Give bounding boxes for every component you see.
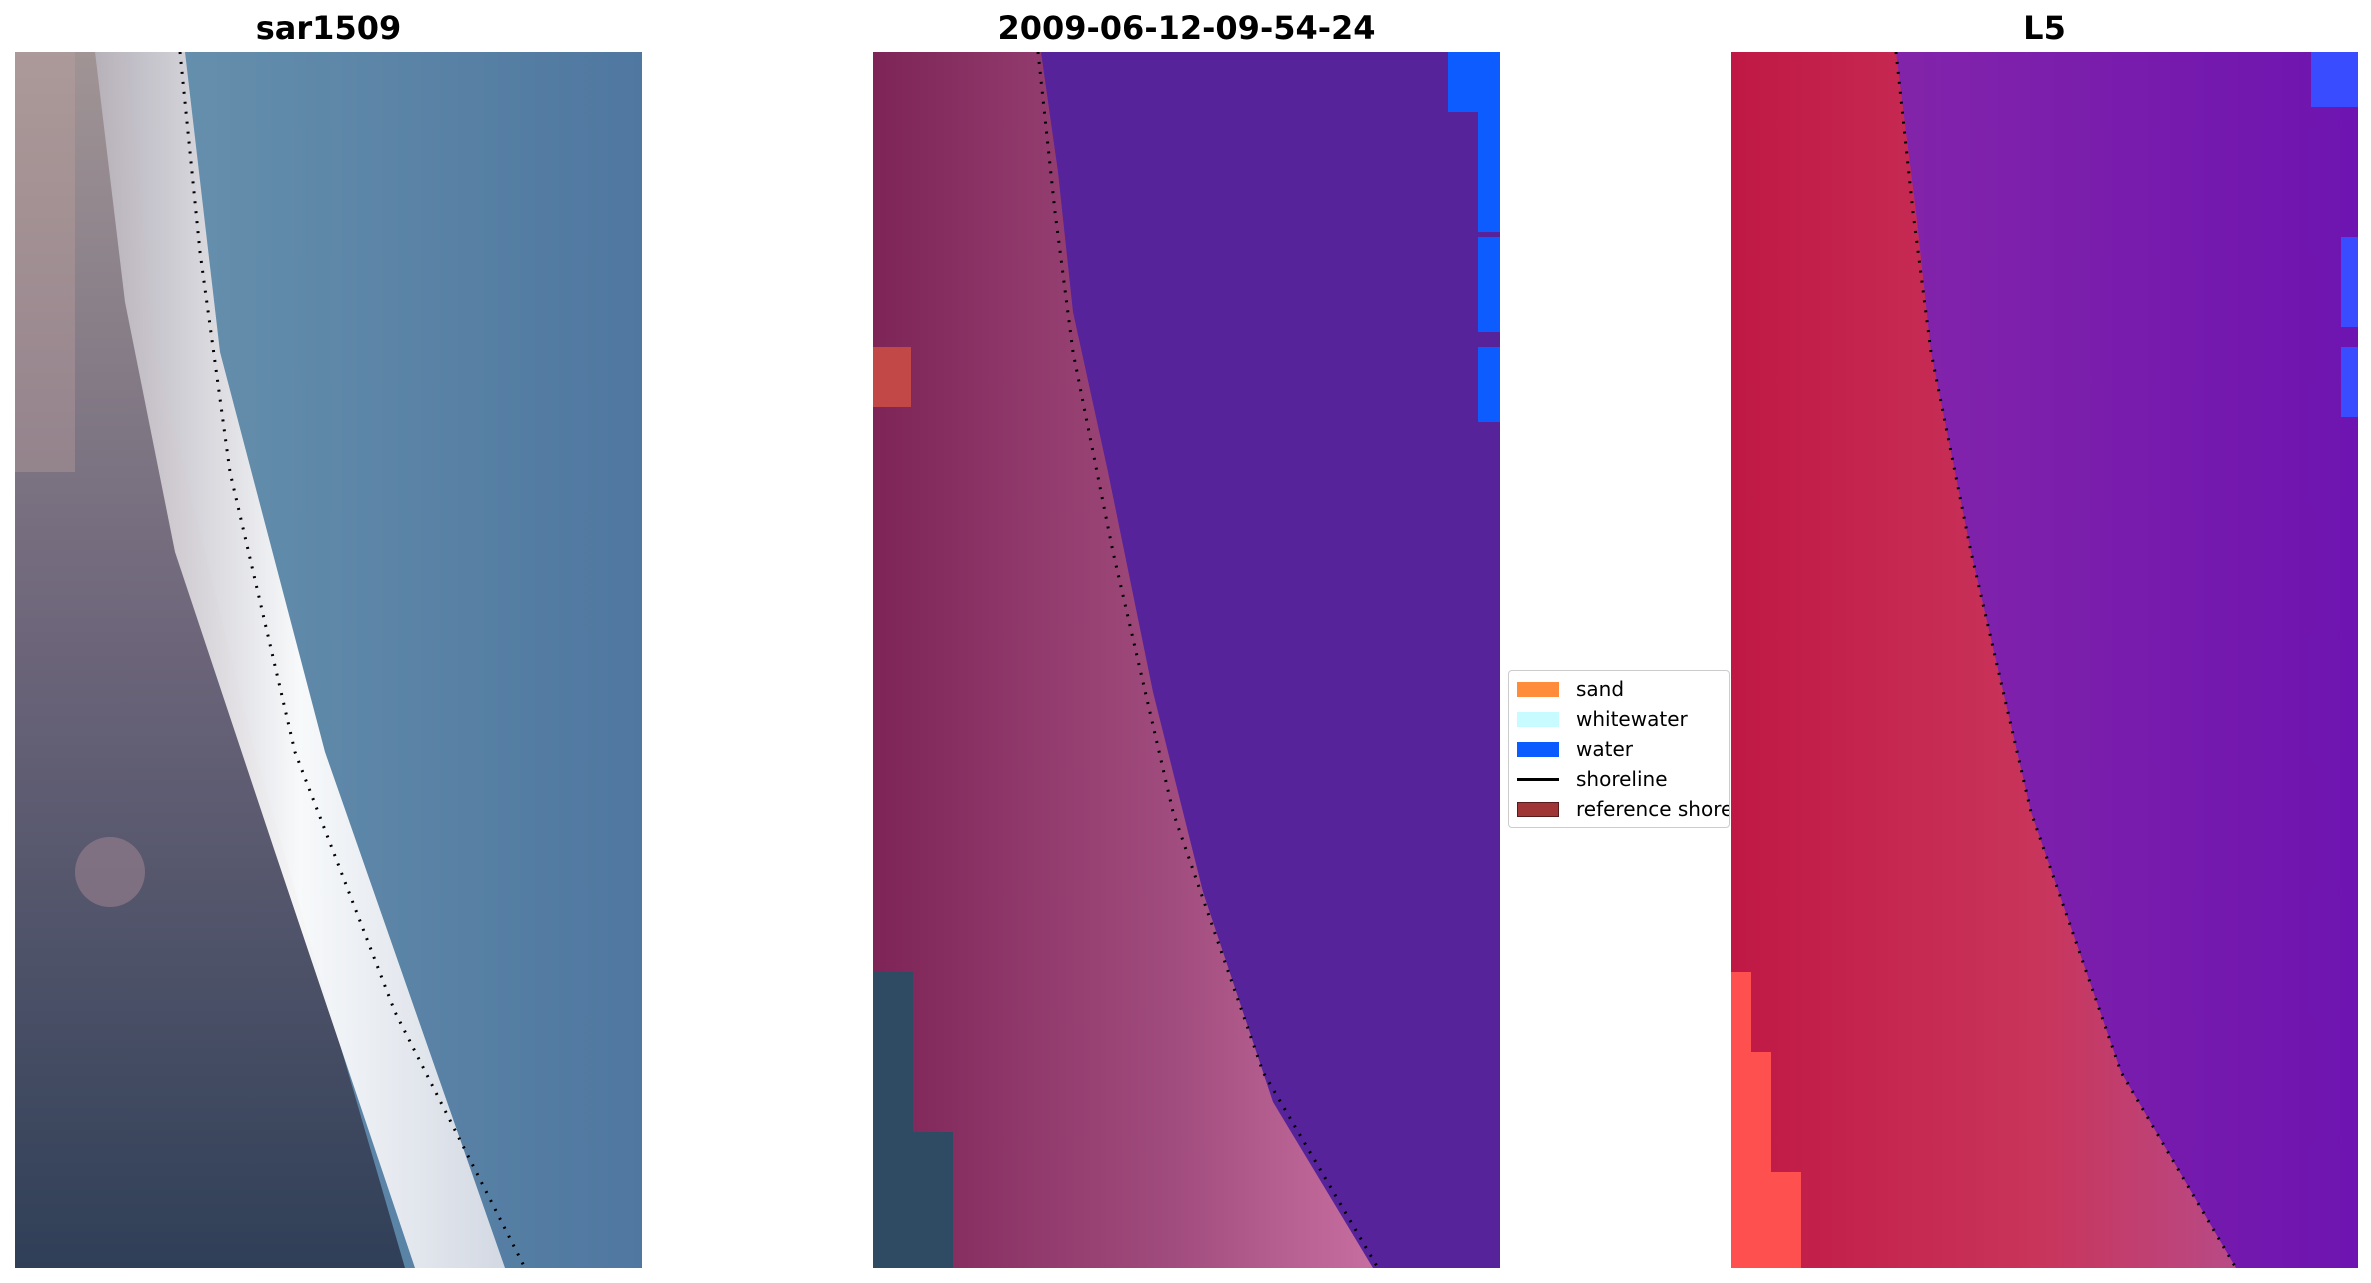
legend-label-shoreline: shoreline xyxy=(1576,767,1668,791)
legend-label-water: water xyxy=(1576,737,1633,761)
panel-title-left: sar1509 xyxy=(255,9,402,47)
bright-red-patch xyxy=(1731,972,1801,1268)
blue-patch-2 xyxy=(2341,237,2358,327)
land-class-area xyxy=(873,52,1373,1268)
legend-label-whitewater: whitewater xyxy=(1576,707,1688,731)
legend-item-whitewater: whitewater xyxy=(1517,705,1688,733)
sand-swatch xyxy=(1517,681,1559,697)
land-area xyxy=(1731,52,2236,1268)
dark-class-area xyxy=(873,972,953,1268)
legend-item-shoreline: shoreline xyxy=(1517,765,1668,793)
legend-item-water: water xyxy=(1517,735,1633,763)
water-swatch xyxy=(1517,741,1559,757)
whitewater-swatch xyxy=(1517,711,1559,727)
panel-title-right: L5 xyxy=(2023,9,2066,47)
legend: sand whitewater water shoreline referenc… xyxy=(1508,670,1730,828)
classified-image xyxy=(873,52,1500,1268)
rgb-image-svg xyxy=(15,52,642,1268)
false-color-image-svg xyxy=(1731,52,2358,1268)
blue-patch-3 xyxy=(2341,347,2358,417)
red-class-patch xyxy=(873,347,911,407)
reference-shoreline-swatch xyxy=(1517,801,1559,817)
shoreline-dots xyxy=(1894,52,2238,1268)
water-class-patch-1 xyxy=(1448,52,1500,112)
sand-patch xyxy=(15,52,75,472)
water-class-patch-3 xyxy=(1478,237,1500,332)
classified-image-svg xyxy=(873,52,1500,1268)
shoreline-line-swatch xyxy=(1517,772,1559,787)
legend-label-sand: sand xyxy=(1576,677,1625,701)
water-class-patch-4 xyxy=(1478,347,1500,422)
panel-title-middle: 2009-06-12-09-54-24 xyxy=(997,9,1376,47)
shoreline-dots xyxy=(1036,52,1380,1268)
false-color-image xyxy=(1731,52,2358,1268)
legend-label-reference-shoreline: reference shoreline xyxy=(1576,797,1729,821)
legend-item-sand: sand xyxy=(1517,675,1624,703)
blue-patch-1 xyxy=(2311,52,2358,107)
legend-item-reference-shoreline: reference shoreline xyxy=(1517,795,1729,823)
land-area xyxy=(15,52,405,1268)
water-class-patch-2 xyxy=(1478,112,1500,232)
rgb-satellite-image xyxy=(15,52,642,1268)
beach-area xyxy=(95,52,505,1268)
land-patch xyxy=(75,837,145,907)
